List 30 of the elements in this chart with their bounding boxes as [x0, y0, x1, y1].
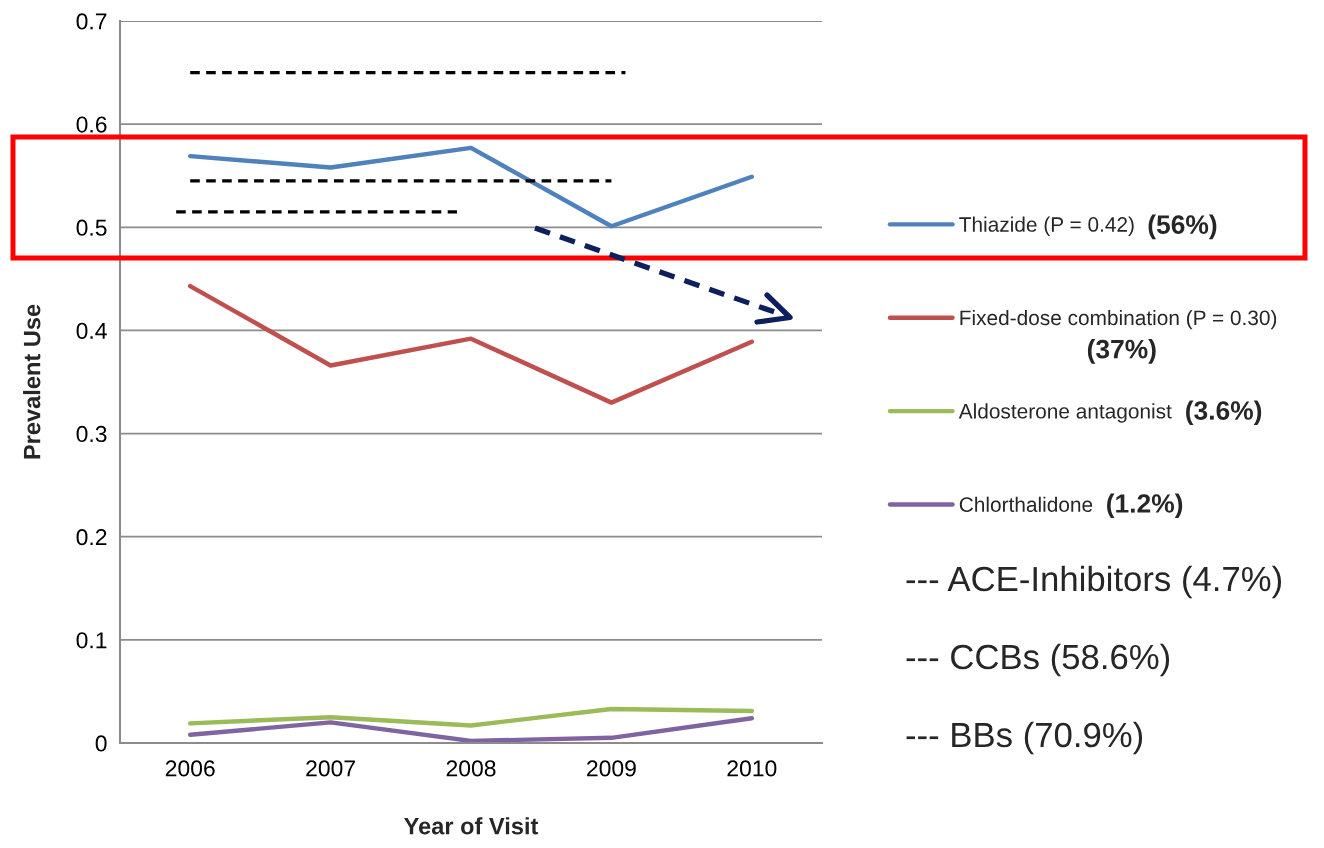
text: --- CCBs (58.6%)	[906, 643, 1170, 677]
y-tick-label: 0.7	[76, 13, 107, 30]
text: (1.2%)	[1107, 493, 1183, 519]
x-tick-label: 2007	[306, 760, 355, 777]
x-axis-title: Year of Visit	[404, 817, 539, 835]
y-tick-label: 0.5	[76, 219, 107, 236]
text: --- ACE-Inhibitors (4.7%)	[906, 565, 1282, 599]
y-tick-label: 0.6	[76, 116, 107, 133]
y-tick-label: 0	[95, 735, 107, 752]
x-tick-label: 2008	[446, 760, 496, 777]
legend-label: Fixed-dose combination (P = 0.30)	[960, 309, 1277, 330]
legend-label: Thiazide (P = 0.42)	[959, 216, 1134, 236]
text: (56%)	[1148, 214, 1217, 240]
y-axis-title: Prevalent Use	[23, 304, 41, 459]
text: (37%)	[1087, 339, 1156, 364]
line-series	[187, 145, 755, 229]
y-tick-label: 0.3	[76, 425, 107, 443]
y-tick-label: 0.2	[76, 529, 107, 546]
line-series	[187, 283, 755, 405]
legend-label: Aldosterone antagonist	[958, 403, 1172, 423]
legend-label: Chlorthalidone	[959, 496, 1093, 512]
x-tick-label: 2009	[587, 760, 636, 777]
x-tick-label: 2010	[727, 760, 777, 777]
x-tick-label: 2006	[165, 760, 215, 777]
line-series	[187, 706, 755, 728]
text: --- BBs (70.9%)	[906, 721, 1143, 755]
y-tick-label: 0.4	[76, 322, 107, 339]
line-series	[187, 716, 755, 743]
y-tick-label: 0.1	[76, 632, 107, 649]
text: (3.6%)	[1186, 400, 1262, 426]
